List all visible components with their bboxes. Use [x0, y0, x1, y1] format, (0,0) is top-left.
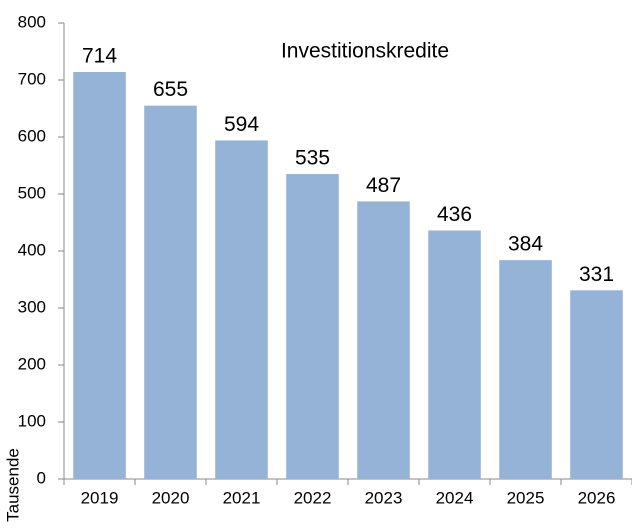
x-tick-label: 2026 [578, 488, 616, 507]
x-tick-label: 2019 [81, 488, 119, 507]
bar [570, 290, 623, 479]
data-label: 594 [224, 113, 259, 136]
bar [499, 260, 552, 479]
bar [215, 140, 268, 480]
y-tick-label: 500 [18, 183, 46, 202]
bar [286, 174, 339, 480]
data-label: 331 [579, 263, 614, 286]
data-label: 714 [82, 45, 117, 68]
y-tick-label: 700 [18, 69, 46, 88]
y-tick-label: 100 [18, 411, 46, 430]
x-tick-label: 2023 [365, 488, 403, 507]
data-label: 436 [437, 203, 472, 226]
y-tick-label: 300 [18, 297, 46, 316]
bar [428, 230, 481, 479]
data-label: 487 [366, 174, 401, 197]
y-tick-label: 600 [18, 126, 46, 145]
y-tick-label: 400 [18, 240, 46, 259]
y-tick-label: 200 [18, 354, 46, 373]
x-tick-label: 2021 [223, 488, 261, 507]
data-label: 384 [508, 233, 543, 256]
x-tick-label: 2022 [294, 488, 332, 507]
data-label: 655 [153, 78, 188, 101]
bar [144, 105, 197, 480]
y-tick-label: 0 [37, 468, 46, 487]
bar [73, 72, 126, 480]
chart-title: Investitionskredite [281, 40, 449, 63]
y-axis-label: Tausende [3, 448, 22, 522]
x-tick-label: 2020 [152, 488, 190, 507]
x-tick-label: 2025 [507, 488, 545, 507]
y-tick-label: 800 [18, 12, 46, 31]
data-label: 535 [295, 147, 330, 170]
x-tick-label: 2024 [436, 488, 474, 507]
bar [357, 201, 410, 479]
